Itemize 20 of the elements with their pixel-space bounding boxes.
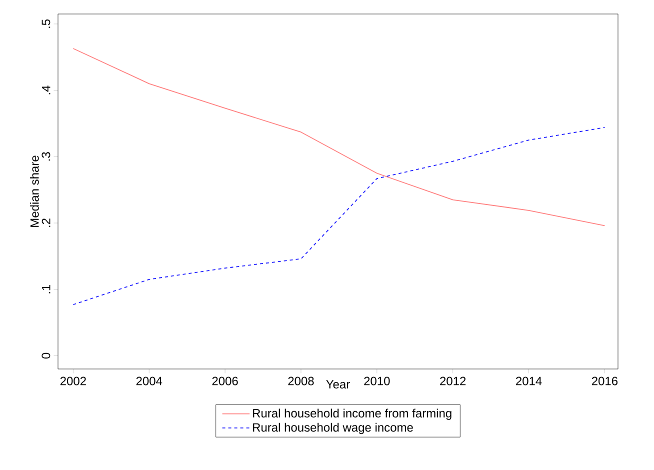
x-axis-title: Year bbox=[326, 380, 350, 389]
y-tick-label: .1 bbox=[42, 284, 50, 294]
y-tick-label: .4 bbox=[42, 86, 50, 94]
x-tick-label: 2016 bbox=[592, 376, 618, 386]
y-axis-title: Median share bbox=[30, 156, 39, 227]
x-tick-label: 2012 bbox=[440, 376, 466, 386]
y-tick-label: 0 bbox=[42, 352, 50, 359]
y-tick-label: .3 bbox=[42, 152, 50, 161]
legend-label: Rural household wage income bbox=[253, 422, 413, 434]
line-series bbox=[72, 48, 606, 226]
x-tick-label: 2008 bbox=[288, 376, 314, 386]
legend-label: Rural household income from farming bbox=[253, 408, 452, 420]
y-tick-label: .5 bbox=[42, 19, 50, 28]
x-tick-label: 2010 bbox=[364, 376, 390, 386]
x-tick-label: 2006 bbox=[212, 376, 238, 386]
x-tick-label: 2004 bbox=[136, 376, 162, 386]
x-tick-label: 2014 bbox=[516, 376, 542, 386]
x-tick-label: 2002 bbox=[60, 376, 86, 386]
line-series bbox=[72, 127, 606, 306]
y-tick-label: .2 bbox=[42, 218, 50, 227]
